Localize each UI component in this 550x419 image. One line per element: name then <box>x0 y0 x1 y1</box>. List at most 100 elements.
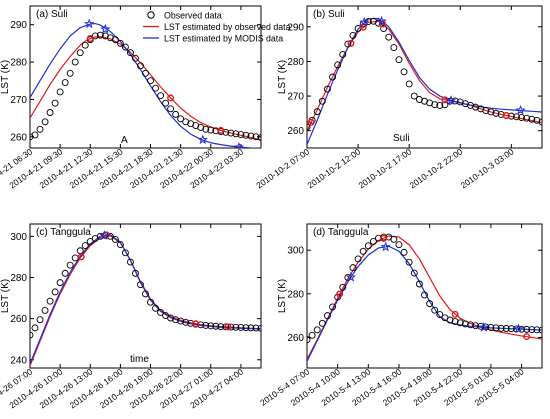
observed-point <box>334 61 342 69</box>
observed-point <box>538 118 542 126</box>
modis-estimate-marker <box>359 16 370 27</box>
observed-point <box>232 323 240 331</box>
observed-point <box>344 40 352 48</box>
observed-estimate-marker <box>523 333 531 341</box>
observed-point <box>405 80 413 88</box>
observed-point <box>431 306 439 314</box>
observed-point <box>162 99 170 107</box>
observed-point <box>61 79 69 87</box>
modis-estimate-marker <box>478 322 489 332</box>
modis-estimate-marker <box>345 271 357 282</box>
observed-point <box>513 113 520 121</box>
observed-point <box>467 321 474 329</box>
observed-point <box>111 36 119 44</box>
observed-point <box>76 49 84 57</box>
series-line-observed-estimate <box>30 235 261 367</box>
y-tick-label: 300 <box>10 232 27 243</box>
observed-point <box>81 41 89 49</box>
series-line-modis-estimate <box>30 234 261 365</box>
observed-point <box>132 54 139 62</box>
observed-point <box>533 326 541 334</box>
observed-point <box>222 323 230 331</box>
observed-point <box>318 97 326 105</box>
observed-point <box>538 326 542 334</box>
observed-point <box>329 303 336 311</box>
observed-point <box>167 105 175 113</box>
observed-point <box>257 134 261 141</box>
observed-point <box>126 49 134 57</box>
observed-point <box>152 304 159 312</box>
observed-point <box>106 232 114 240</box>
observed-point <box>395 56 403 64</box>
observed-point <box>46 109 54 116</box>
observed-point <box>86 238 94 245</box>
observed-point <box>137 62 144 70</box>
observed-point <box>132 269 139 277</box>
observed-point <box>380 25 388 32</box>
y-axis-label: LST (K) <box>277 60 288 94</box>
observed-point <box>477 322 485 330</box>
observed-point <box>51 99 59 107</box>
modis-estimate-marker <box>99 230 110 240</box>
x-tick-label: 2010-4-27 04:00 <box>188 366 245 410</box>
observed-point <box>323 312 331 320</box>
observed-point <box>126 258 134 266</box>
x-tick-label: 2010-10-2 22:00 <box>408 146 465 190</box>
observed-point <box>307 123 311 131</box>
y-tick-label: 260 <box>10 314 27 325</box>
observed-point <box>461 320 469 328</box>
observed-point <box>492 324 500 332</box>
panel-title: (a) Suli <box>36 9 68 20</box>
observed-point <box>497 324 505 332</box>
observed-estimate-marker <box>307 118 315 126</box>
observed-point <box>242 324 250 332</box>
observed-point <box>451 318 459 325</box>
observed-point <box>431 101 439 109</box>
observed-estimate-marker <box>380 234 388 242</box>
observed-estimate-marker <box>451 310 459 318</box>
observed-point <box>252 133 260 141</box>
panel-annotation: A <box>121 135 128 146</box>
observed-estimate-marker <box>217 126 225 134</box>
y-tick-label: 290 <box>287 22 304 33</box>
observed-point <box>518 114 526 121</box>
observed-point <box>507 325 515 333</box>
observed-point <box>385 33 393 41</box>
plot-area <box>307 233 542 362</box>
observed-point <box>56 88 64 96</box>
panel-annotation: Suli <box>393 133 410 144</box>
observed-point <box>212 127 220 135</box>
observed-point <box>252 324 260 332</box>
series-line-modis-estimate <box>30 22 261 148</box>
observed-estimate-marker <box>347 39 355 47</box>
observed-point <box>172 316 180 324</box>
observed-point <box>487 323 495 331</box>
observed-point <box>441 101 449 109</box>
observed-point <box>426 300 434 308</box>
observed-point <box>364 242 372 250</box>
observed-point <box>456 319 464 327</box>
observed-point <box>147 298 154 306</box>
observed-point <box>313 326 321 334</box>
observed-point <box>30 331 34 339</box>
observed-point <box>405 258 413 266</box>
observed-point <box>237 324 245 331</box>
observed-point <box>247 324 255 332</box>
x-tick-label: 2010-10-3 03:00 <box>459 146 516 190</box>
observed-point <box>227 129 235 137</box>
observed-point <box>247 132 255 140</box>
observed-point <box>66 69 74 77</box>
observed-point <box>487 108 495 116</box>
observed-point <box>313 108 321 116</box>
series-line-observed-estimate <box>307 20 542 131</box>
observed-point <box>359 247 367 255</box>
observed-point <box>308 331 316 339</box>
observed-point <box>182 318 190 326</box>
observed-point <box>36 316 44 324</box>
modis-estimate-marker <box>513 323 524 334</box>
observed-point <box>354 255 362 263</box>
x-tick-label: 2010-10-2 12:00 <box>305 146 362 190</box>
legend-label: Observed data <box>164 11 222 21</box>
